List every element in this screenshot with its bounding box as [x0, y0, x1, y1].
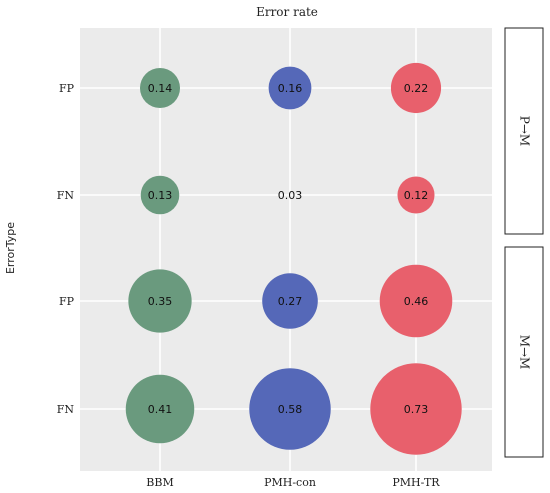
bubble-pmh-tr [370, 363, 462, 455]
x-tick-labels: BBM PMH-con PMH-TR [146, 476, 440, 489]
chart-title: Error rate [256, 5, 318, 19]
bubble-value-label: 0.03 [278, 189, 303, 202]
bubble-value-label: 0.73 [404, 403, 429, 416]
bubble-pmh-tr [379, 264, 453, 338]
bubble-bbm [125, 374, 195, 444]
bubbles: 0.14 0.16 0.22 0.13 0.03 0.12 0.35 0.27 0.46 0.41… [125, 62, 462, 455]
bubble-pmh-con [249, 368, 331, 450]
x-tick-label: BBM [146, 476, 173, 489]
bubble-bbm [139, 67, 181, 109]
y-tick-labels: FP FN FP FN [57, 82, 75, 416]
bubble-value-label: 0.22 [404, 82, 429, 95]
x-tick-label: PMH-TR [392, 476, 440, 489]
y-tick-label: FN [57, 403, 75, 416]
bubble-pmh-tr [390, 62, 442, 114]
bubble-value-label: 0.58 [278, 403, 303, 416]
bubble-bbm [128, 269, 192, 333]
facet-strip-label: M→M [518, 335, 532, 370]
bubble-pmh-con [268, 66, 312, 110]
bubble-value-label: 0.46 [404, 295, 429, 308]
y-tick-label: FN [57, 189, 75, 202]
bubble-value-label: 0.14 [148, 82, 173, 95]
facet-strips: P→M M→M [504, 27, 544, 458]
x-tick-label: PMH-con [264, 476, 316, 489]
y-tick-label: FP [59, 82, 75, 95]
y-tick-label: FP [59, 295, 75, 308]
facet-strip [504, 27, 544, 235]
facet-strip [504, 246, 544, 458]
bubble-value-label: 0.16 [278, 82, 303, 95]
bubble-value-label: 0.13 [148, 189, 173, 202]
bubble-value-label: 0.35 [148, 295, 173, 308]
bubble-pmh-tr [397, 176, 435, 214]
bubble-bbm [140, 175, 180, 215]
y-axis-label: ErrorType [4, 222, 17, 274]
facet-strip-label: P→M [518, 116, 532, 146]
bubble-value-label: 0.12 [404, 189, 429, 202]
bubble-pmh-con [262, 273, 318, 329]
bubble-value-label: 0.27 [278, 295, 303, 308]
bubble-value-label: 0.41 [148, 403, 173, 416]
